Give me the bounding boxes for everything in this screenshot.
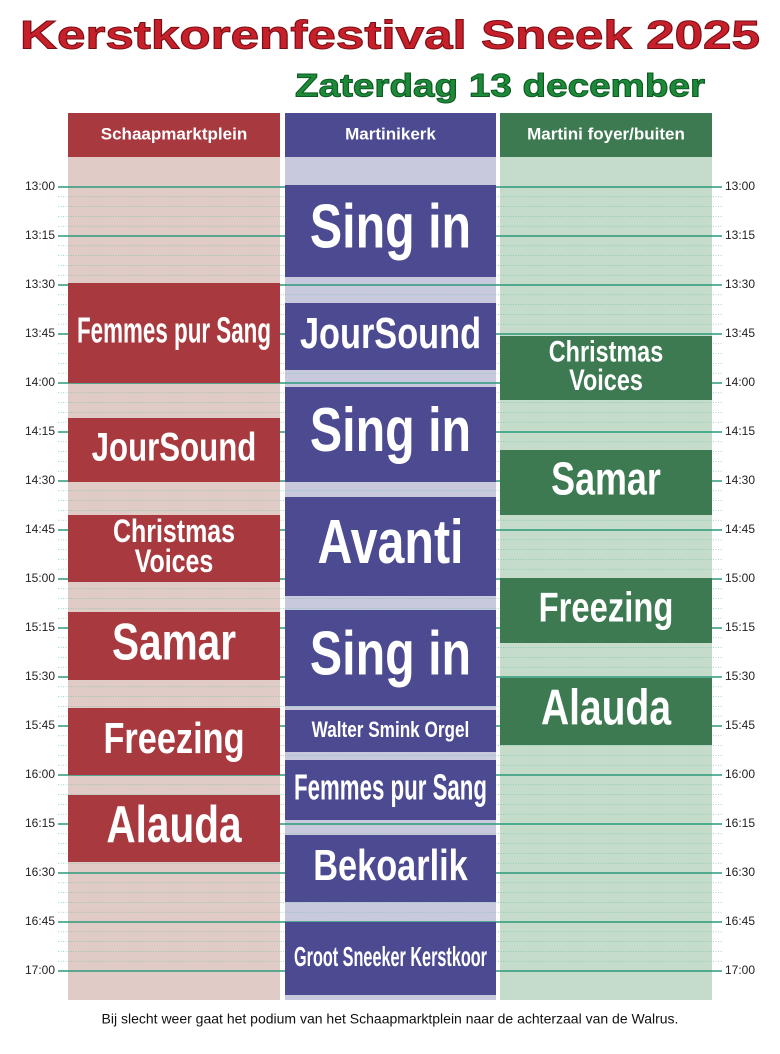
time-label: 14:15 bbox=[725, 424, 755, 438]
time-label: 16:15 bbox=[25, 816, 55, 830]
time-label: 14:30 bbox=[25, 473, 55, 487]
time-label: 16:30 bbox=[725, 865, 755, 879]
event-label: Samar bbox=[551, 453, 661, 505]
time-label: 15:30 bbox=[725, 669, 755, 683]
time-label: 16:30 bbox=[25, 865, 55, 879]
event-label: JourSound bbox=[92, 426, 257, 470]
event-block bbox=[68, 795, 280, 862]
time-label: 15:00 bbox=[725, 571, 755, 585]
event-label: Sing in bbox=[310, 619, 471, 688]
time-label: 17:00 bbox=[25, 963, 55, 977]
time-label: 13:00 bbox=[725, 179, 755, 193]
title: Kerstkorenfestival Sneek 2025 bbox=[20, 14, 760, 58]
column-header bbox=[68, 113, 280, 157]
time-label: 14:45 bbox=[25, 522, 55, 536]
time-label: 13:00 bbox=[25, 179, 55, 193]
time-label: 13:45 bbox=[725, 326, 755, 340]
time-label: 13:45 bbox=[25, 326, 55, 340]
event-label: Sing in bbox=[310, 396, 471, 465]
time-label: 14:15 bbox=[25, 424, 55, 438]
time-label: 16:00 bbox=[725, 767, 755, 781]
column-title: Martini foyer/buiten bbox=[527, 124, 685, 143]
subtitle: Zaterdag 13 december bbox=[295, 67, 705, 103]
event-block bbox=[68, 418, 280, 482]
time-label: 15:45 bbox=[725, 718, 755, 732]
time-label: 16:15 bbox=[725, 816, 755, 830]
event-block bbox=[68, 515, 280, 582]
time-label: 16:00 bbox=[25, 767, 55, 781]
event-label: Avanti bbox=[317, 508, 463, 577]
event-label: Groot Sneeker Kerstkoor bbox=[294, 941, 487, 972]
time-label: 14:30 bbox=[725, 473, 755, 487]
event-block bbox=[285, 922, 496, 995]
event-block bbox=[68, 283, 280, 383]
event-block bbox=[285, 760, 496, 820]
column-title: Martinikerk bbox=[345, 124, 436, 143]
event-label: Voices bbox=[135, 543, 214, 579]
event-label: Christmas bbox=[549, 336, 663, 369]
event-block bbox=[285, 185, 496, 277]
event-block bbox=[285, 387, 496, 482]
time-label: 14:45 bbox=[725, 522, 755, 536]
event-block bbox=[500, 450, 712, 515]
event-label: Bekoarlik bbox=[313, 841, 468, 890]
time-label: 16:45 bbox=[25, 914, 55, 928]
time-label: 14:00 bbox=[725, 375, 755, 389]
event-block bbox=[68, 612, 280, 680]
event-label: Freezing bbox=[539, 584, 674, 631]
event-label: Samar bbox=[112, 614, 236, 672]
time-label: 16:45 bbox=[725, 914, 755, 928]
time-label: 13:30 bbox=[25, 277, 55, 291]
event-label: Femmes pur Sang bbox=[77, 310, 271, 351]
time-label: 15:00 bbox=[25, 571, 55, 585]
event-block bbox=[285, 835, 496, 902]
event-label: Christmas bbox=[113, 513, 235, 549]
event-block bbox=[285, 497, 496, 596]
event-block bbox=[500, 678, 712, 745]
event-block bbox=[285, 610, 496, 706]
time-label: 15:45 bbox=[25, 718, 55, 732]
time-label: 15:15 bbox=[725, 620, 755, 634]
time-label: 17:00 bbox=[725, 963, 755, 977]
time-label: 13:30 bbox=[725, 277, 755, 291]
event-block bbox=[68, 708, 280, 775]
column-title: Schaapmarktplein bbox=[101, 124, 247, 143]
event-label: Voices bbox=[569, 364, 643, 397]
event-label: Walter Smink Orgel bbox=[312, 717, 470, 742]
footer-note: Bij slecht weer gaat het podium van het … bbox=[102, 1011, 679, 1027]
time-label: 15:30 bbox=[25, 669, 55, 683]
event-label: JourSound bbox=[300, 309, 481, 358]
time-label: 13:15 bbox=[725, 228, 755, 242]
time-label: 13:15 bbox=[25, 228, 55, 242]
event-label: Alauda bbox=[106, 796, 242, 854]
event-label: Freezing bbox=[103, 714, 244, 763]
event-label: Alauda bbox=[541, 680, 672, 736]
column-header bbox=[500, 113, 712, 157]
time-label: 14:00 bbox=[25, 375, 55, 389]
event-block bbox=[285, 710, 496, 752]
event-label: Sing in bbox=[310, 192, 471, 261]
column-header bbox=[285, 113, 496, 157]
time-label: 15:15 bbox=[25, 620, 55, 634]
event-block bbox=[500, 578, 712, 643]
event-block bbox=[285, 303, 496, 370]
event-label: Femmes pur Sang bbox=[294, 767, 487, 808]
event-block bbox=[500, 336, 712, 400]
